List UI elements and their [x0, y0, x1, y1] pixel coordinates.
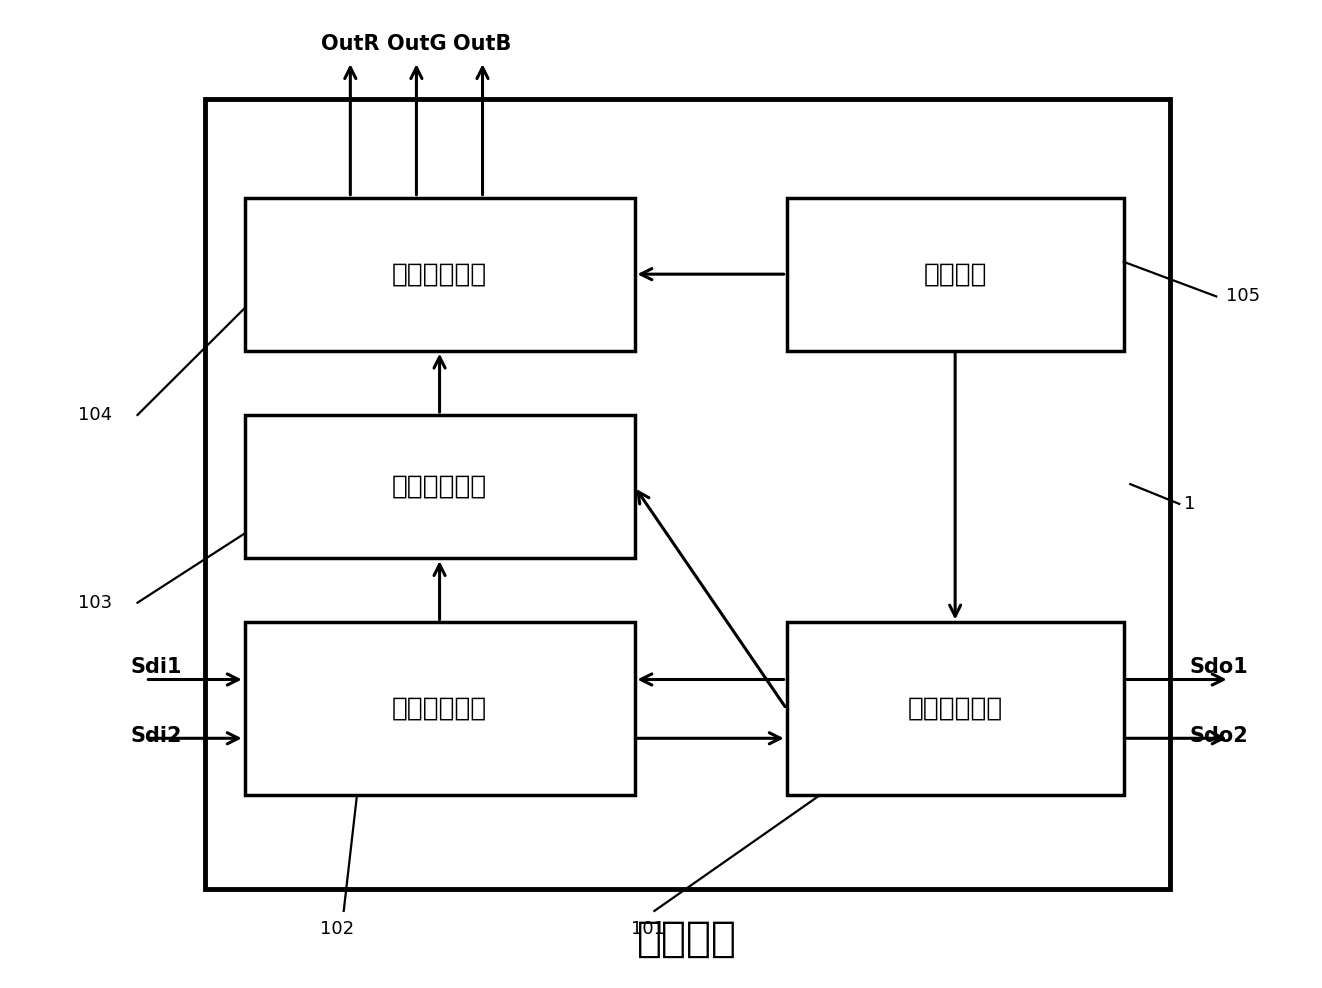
Bar: [787, 622, 1124, 795]
Text: 内部时钟: 内部时钟: [923, 261, 988, 288]
Text: 105: 105: [1225, 288, 1260, 305]
Bar: [205, 99, 1170, 889]
Bar: [787, 198, 1124, 351]
Text: 102: 102: [320, 920, 354, 938]
Text: 本地解码模块: 本地解码模块: [391, 696, 488, 722]
Text: Sdi2: Sdi2: [131, 726, 182, 746]
Text: 104: 104: [78, 406, 112, 424]
Bar: [245, 622, 635, 795]
Text: 显示输出模块: 显示输出模块: [391, 261, 488, 288]
Text: Sdo2: Sdo2: [1190, 726, 1248, 746]
Text: Sdi1: Sdi1: [131, 657, 182, 677]
Text: OutG: OutG: [386, 35, 447, 54]
Text: 1: 1: [1185, 495, 1195, 513]
Bar: [245, 415, 635, 558]
Text: 协议识别模块: 协议识别模块: [391, 473, 488, 500]
Text: OutR: OutR: [321, 35, 379, 54]
Text: 芯片架构: 芯片架构: [637, 918, 738, 960]
Text: OutB: OutB: [453, 35, 512, 54]
Text: Sdo1: Sdo1: [1190, 657, 1248, 677]
Bar: [245, 198, 635, 351]
Text: 信号恢复模块: 信号恢复模块: [907, 696, 1003, 722]
Text: 101: 101: [631, 920, 665, 938]
Text: 103: 103: [78, 594, 112, 612]
